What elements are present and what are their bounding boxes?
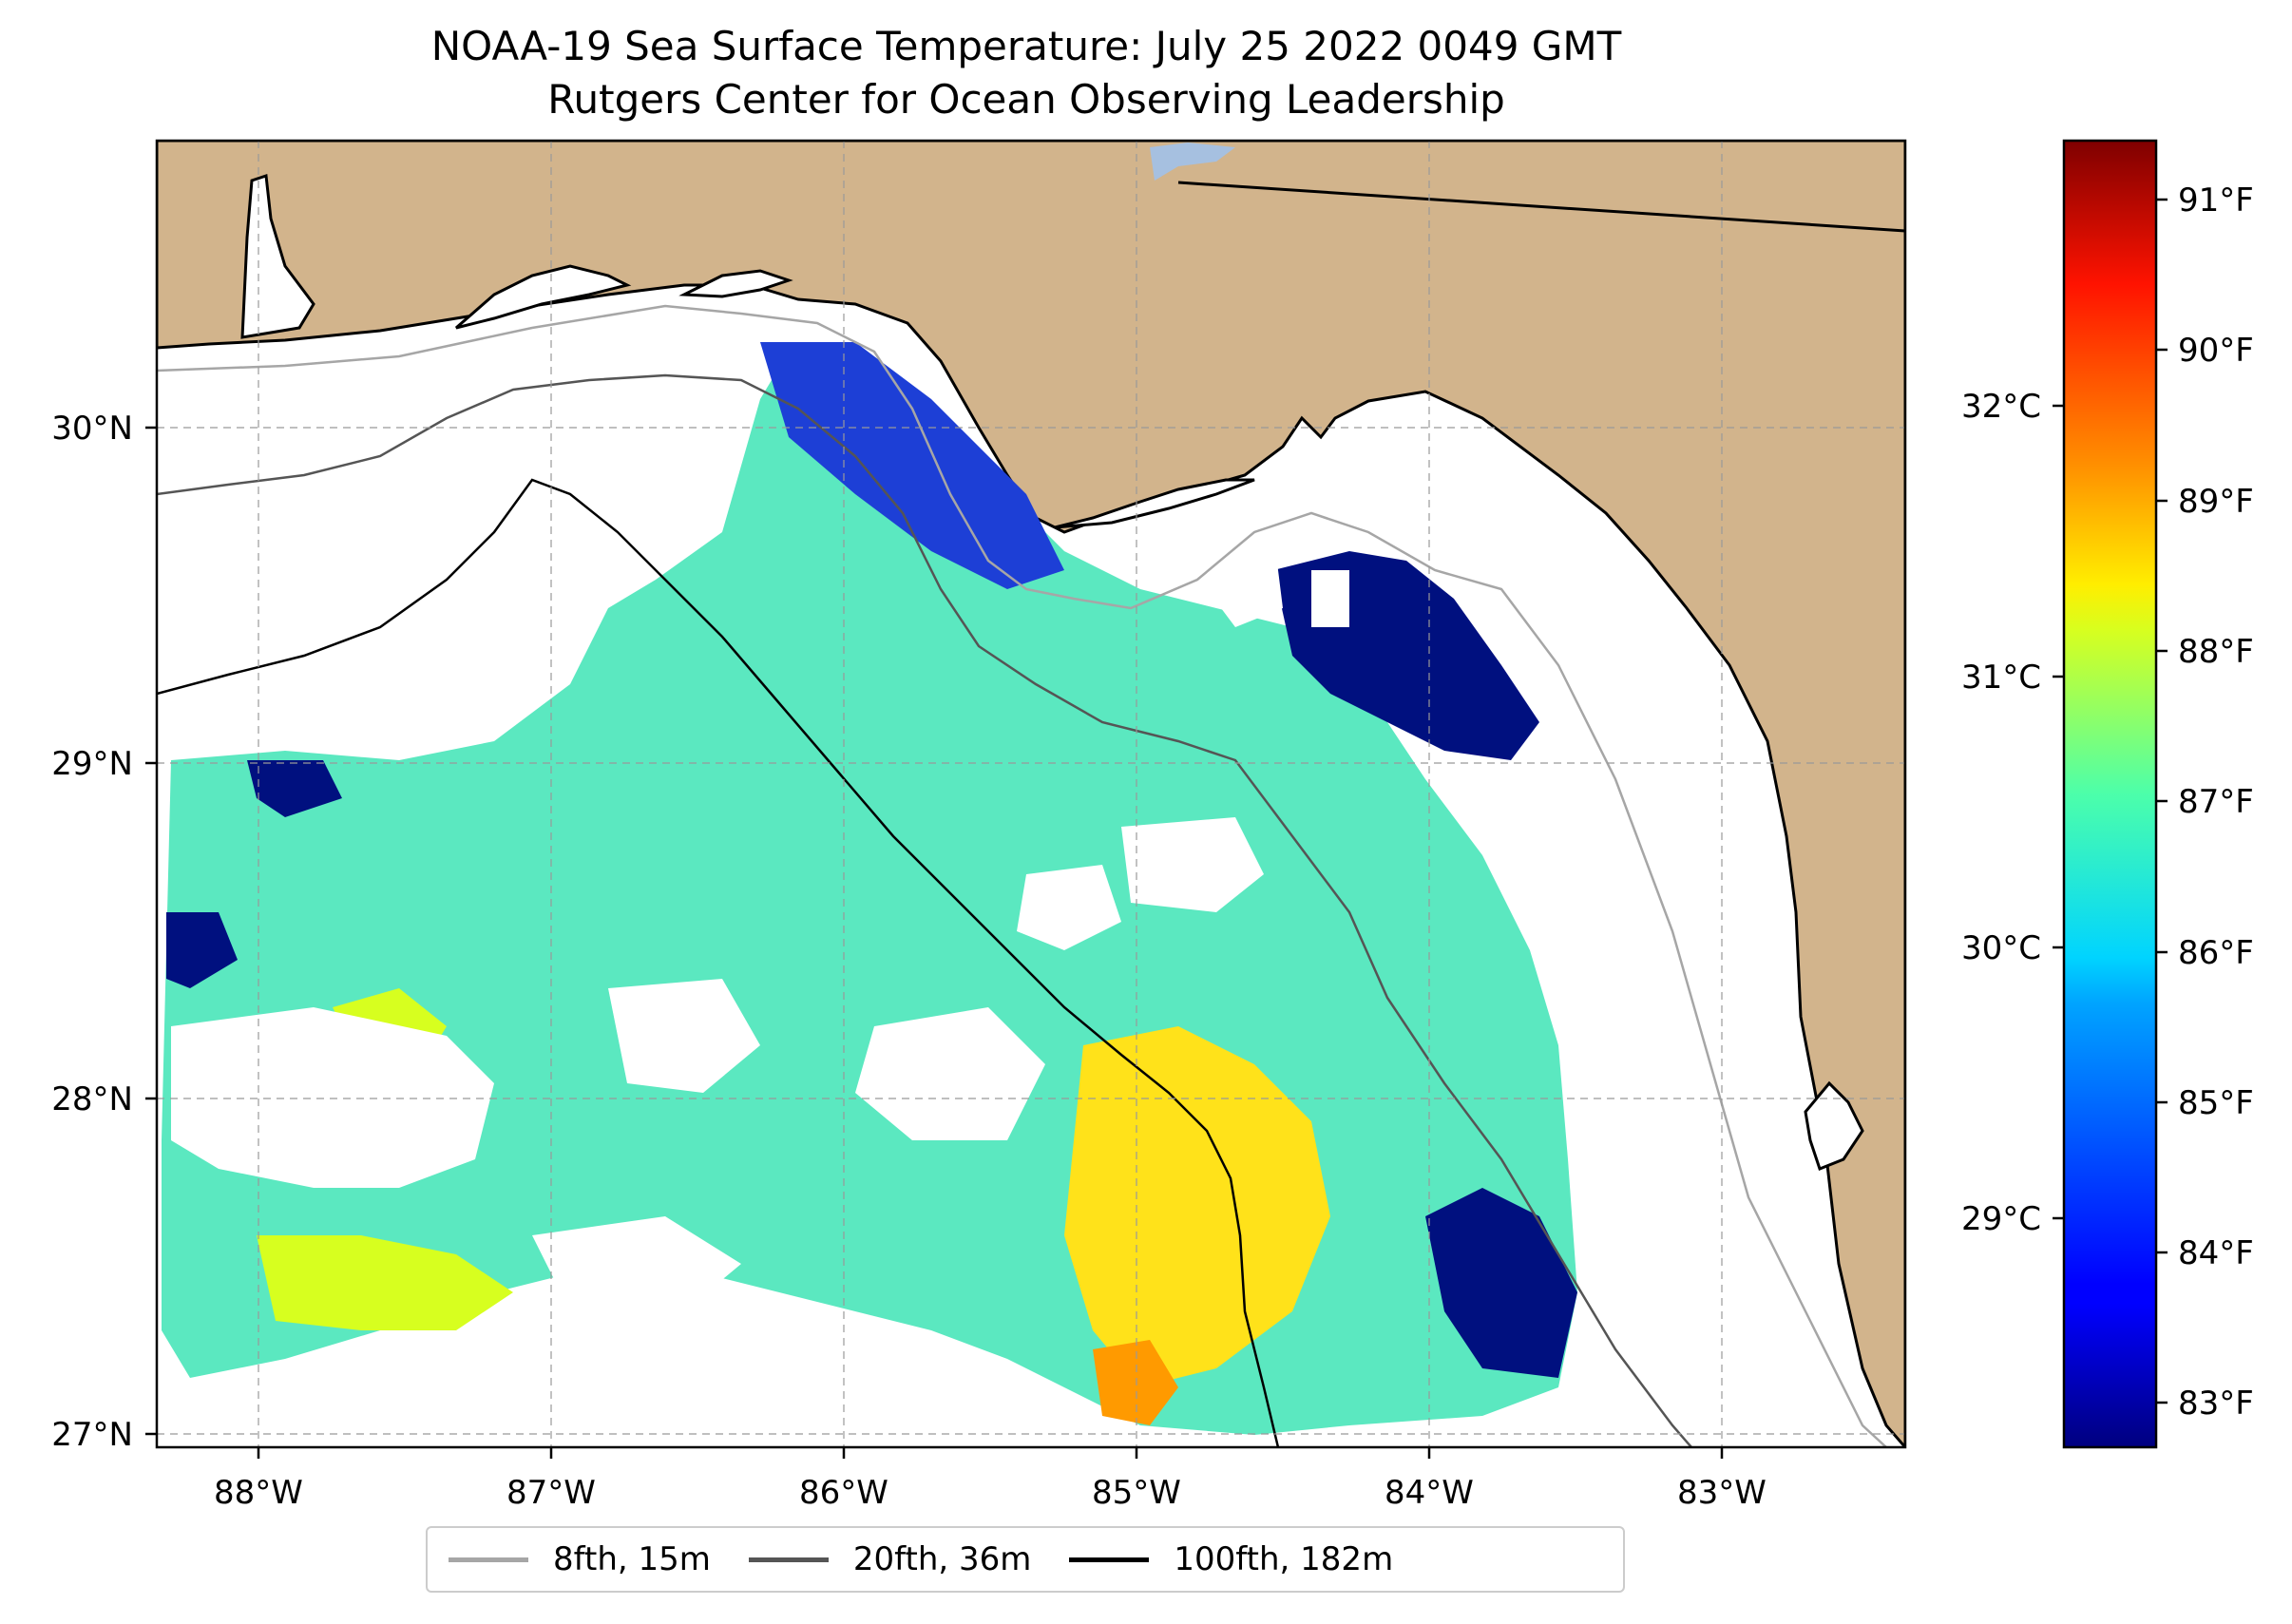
legend-label: 8fth, 15m xyxy=(553,1540,711,1578)
lon-label: 84°W xyxy=(1385,1474,1474,1512)
colorbar-f-label: 90°F xyxy=(2178,332,2254,370)
colorbar-c-label: 32°C xyxy=(1961,388,2041,426)
lon-label: 85°W xyxy=(1092,1474,1181,1512)
colorbar-c-ticks xyxy=(2053,404,2064,1220)
legend-label: 20fth, 36m xyxy=(852,1540,1032,1578)
colorbar xyxy=(2062,139,2158,1449)
lon-label: 87°W xyxy=(506,1474,596,1512)
legend-swatch xyxy=(748,1557,829,1562)
colorbar-f-ticks xyxy=(2156,198,2168,1404)
isobath-8fth xyxy=(157,304,1887,1447)
colorbar-f-label: 85°F xyxy=(2178,1084,2254,1122)
map-frame xyxy=(155,139,1907,1449)
map-subtitle: Rutgers Center for Ocean Observing Leade… xyxy=(547,76,1505,123)
lat-label: 27°N xyxy=(51,1416,133,1454)
colorbar-c-label: 30°C xyxy=(1961,929,2041,967)
state-border xyxy=(1177,181,1905,233)
lat-label: 29°N xyxy=(51,745,133,783)
land-north-coast xyxy=(157,141,1905,1447)
colorbar-f-label: 84°F xyxy=(2178,1234,2254,1272)
bay-mobile xyxy=(240,173,315,339)
isobath-legend: 8fth, 15m 20fth, 36m 100fth, 182m xyxy=(426,1526,1625,1593)
legend-swatch xyxy=(449,1557,528,1562)
legend-swatch xyxy=(1069,1557,1150,1562)
bay-apalachicola xyxy=(1054,478,1255,529)
lon-label: 88°W xyxy=(214,1474,303,1512)
lon-label: 86°W xyxy=(799,1474,888,1512)
legend-item-8fth: 8fth, 15m xyxy=(449,1540,711,1578)
bay-choctawhatchee xyxy=(678,269,793,298)
gridlines xyxy=(157,141,1905,1447)
colorbar-f-label: 91°F xyxy=(2178,182,2254,220)
colorbar-f-label: 86°F xyxy=(2178,934,2254,972)
colorbar-c-label: 29°C xyxy=(1961,1200,2041,1238)
bay-tampa xyxy=(1804,1080,1864,1171)
lat-label: 28°N xyxy=(51,1080,133,1118)
map-title: NOAA-19 Sea Surface Temperature: July 25… xyxy=(430,23,1622,69)
lat-label: 30°N xyxy=(51,410,133,448)
legend-label: 100fth, 182m xyxy=(1174,1540,1394,1578)
bay-pensacola xyxy=(455,264,632,330)
legend-item-100fth: 100fth, 182m xyxy=(1069,1540,1393,1578)
isobath-20fth xyxy=(157,373,1692,1447)
colorbar-f-label: 87°F xyxy=(2178,783,2254,821)
lon-label: 83°W xyxy=(1677,1474,1767,1512)
colorbar-c-label: 31°C xyxy=(1961,659,2041,697)
colorbar-f-label: 88°F xyxy=(2178,633,2254,671)
lake xyxy=(1150,143,1235,181)
colorbar-f-label: 89°F xyxy=(2178,483,2254,521)
colorbar-f-label: 83°F xyxy=(2178,1385,2254,1423)
axis-ticks xyxy=(145,426,1724,1459)
isobath-100fth xyxy=(157,478,1280,1447)
legend-item-20fth: 20fth, 36m xyxy=(748,1540,1032,1578)
